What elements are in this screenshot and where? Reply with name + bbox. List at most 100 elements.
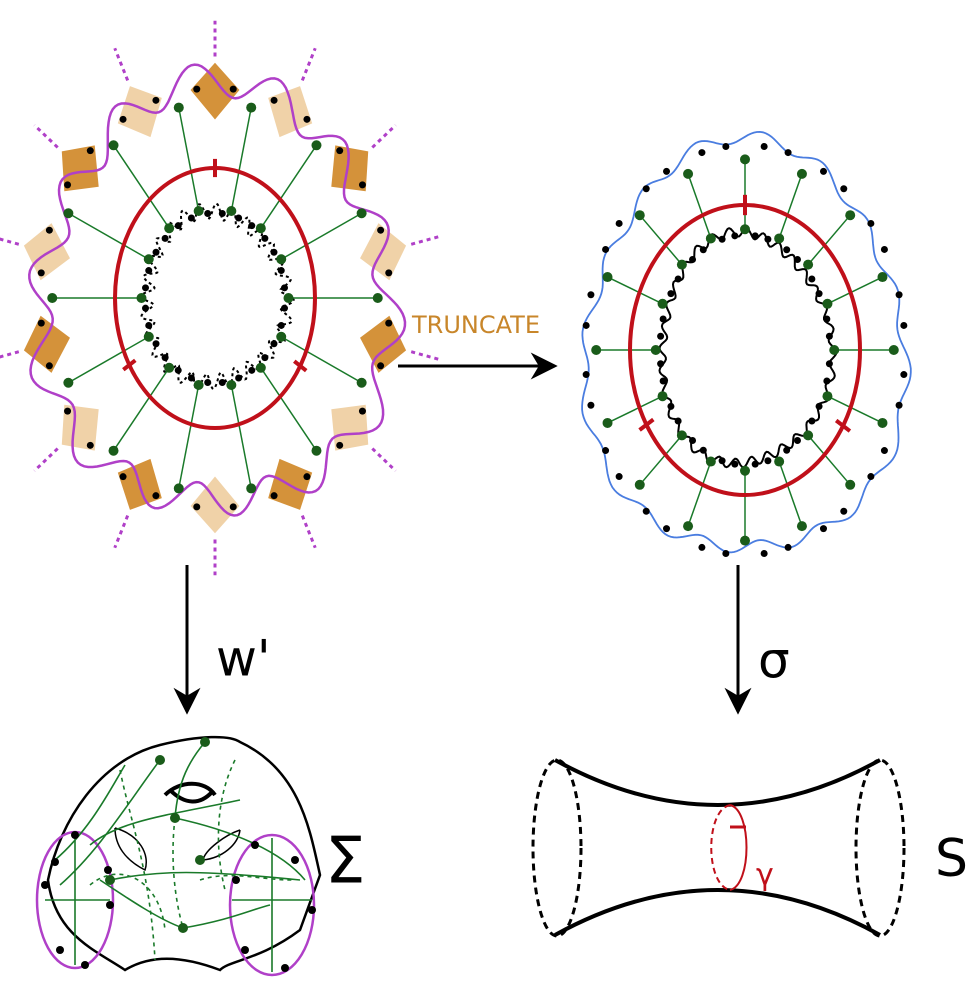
graph-vertex xyxy=(276,332,286,342)
boundary-point xyxy=(587,402,594,409)
graph-edge xyxy=(688,174,711,239)
graph-vertex xyxy=(276,254,286,264)
graph-vertex xyxy=(740,224,750,234)
boundary-point xyxy=(377,227,384,234)
boundary-point xyxy=(248,222,255,229)
boundary-point xyxy=(142,305,149,312)
boundary-point xyxy=(675,417,682,424)
boundary-point xyxy=(660,316,667,323)
boundary-point xyxy=(667,290,674,297)
truncate-label: TRUNCATE xyxy=(411,311,540,339)
graph-vertex xyxy=(845,480,855,490)
boundary-point xyxy=(731,232,738,239)
graph-vertex xyxy=(164,363,174,373)
graph-vertex xyxy=(740,536,750,546)
boundary-point xyxy=(193,86,200,93)
graph-vertex xyxy=(174,103,184,113)
sigma-label: Σ xyxy=(325,825,365,899)
boundary-point xyxy=(752,232,759,239)
boundary-point xyxy=(385,320,392,327)
graph-vertex xyxy=(877,418,887,428)
boundary-point xyxy=(785,544,792,551)
boundary-point xyxy=(162,354,169,361)
graph-vertex xyxy=(591,345,601,355)
surface-sigma xyxy=(37,737,320,975)
graph-vertex xyxy=(47,293,57,303)
boundary-point xyxy=(87,442,94,449)
dotted-end xyxy=(411,236,440,244)
boundary-point xyxy=(794,256,801,263)
boundary-point xyxy=(663,168,670,175)
boundary-point xyxy=(689,256,696,263)
graph-vertex xyxy=(256,363,266,373)
boundary-point xyxy=(219,379,226,386)
boundary-point xyxy=(823,316,830,323)
graph-vertex xyxy=(677,260,687,270)
boundary-point xyxy=(230,503,237,510)
graph-edge xyxy=(808,215,850,264)
page: {"labels": {"truncate": "TRUNCATE", "lef… xyxy=(0,0,975,990)
graph-vertex xyxy=(194,380,204,390)
graph-vertex xyxy=(137,293,147,303)
boundary-point xyxy=(359,181,366,188)
boundary-point xyxy=(700,246,707,253)
boundary-point xyxy=(219,210,226,217)
graph-vertex xyxy=(845,210,855,220)
graph-vertex xyxy=(889,345,899,355)
boundary-point xyxy=(820,168,827,175)
boundary-point xyxy=(336,442,343,449)
boundary-point xyxy=(867,473,874,480)
graph-vertex xyxy=(357,208,367,218)
graph-vertex xyxy=(63,378,73,388)
graph-vertex xyxy=(706,457,716,467)
boundary-point xyxy=(808,276,815,283)
boundary-point xyxy=(881,447,888,454)
graph-vertex xyxy=(246,103,256,113)
graph-vertex xyxy=(683,169,693,179)
boundary-point xyxy=(359,408,366,415)
dotted-end xyxy=(372,449,395,471)
boundary-point xyxy=(142,284,149,291)
boundary-point xyxy=(120,116,127,123)
graph-vertex xyxy=(144,254,154,264)
boundary-point xyxy=(64,408,71,415)
boundary-point xyxy=(188,214,195,221)
graph-vertex xyxy=(311,446,321,456)
boundary-point xyxy=(602,246,609,253)
graph-vertex xyxy=(822,391,832,401)
boundary-point xyxy=(145,322,152,329)
boundary-point xyxy=(675,276,682,283)
boundary-point xyxy=(278,267,285,274)
graph-edge xyxy=(179,108,199,211)
graph-vertex xyxy=(829,345,839,355)
graph-edge xyxy=(688,462,711,527)
boundary-point xyxy=(271,97,278,104)
boundary-point xyxy=(761,550,768,557)
graph-vertex xyxy=(740,466,750,476)
boundary-point xyxy=(816,290,823,297)
boundary-point xyxy=(794,437,801,444)
diagram: TRUNCATE w' σ xyxy=(0,0,975,990)
graph-vertex xyxy=(797,169,807,179)
boundary-point xyxy=(785,149,792,156)
boundary-point xyxy=(64,181,71,188)
dotted-end xyxy=(115,516,128,548)
boundary-point xyxy=(867,220,874,227)
boundary-point xyxy=(667,403,674,410)
right-map-label: σ xyxy=(758,632,790,690)
boundary-point xyxy=(248,367,255,374)
untruncated-ring xyxy=(0,21,440,575)
boundary-point xyxy=(261,354,268,361)
boundary-point xyxy=(235,214,242,221)
graph-edge xyxy=(808,435,850,484)
boundary-point xyxy=(719,236,726,243)
graph-vertex xyxy=(683,521,693,531)
boundary-point xyxy=(826,360,833,367)
boundary-point xyxy=(204,210,211,217)
boundary-point xyxy=(840,508,847,515)
boundary-point xyxy=(188,375,195,382)
boundary-point xyxy=(752,461,759,468)
boundary-point xyxy=(153,340,160,347)
boundary-point xyxy=(38,320,45,327)
boundary-point xyxy=(731,461,738,468)
